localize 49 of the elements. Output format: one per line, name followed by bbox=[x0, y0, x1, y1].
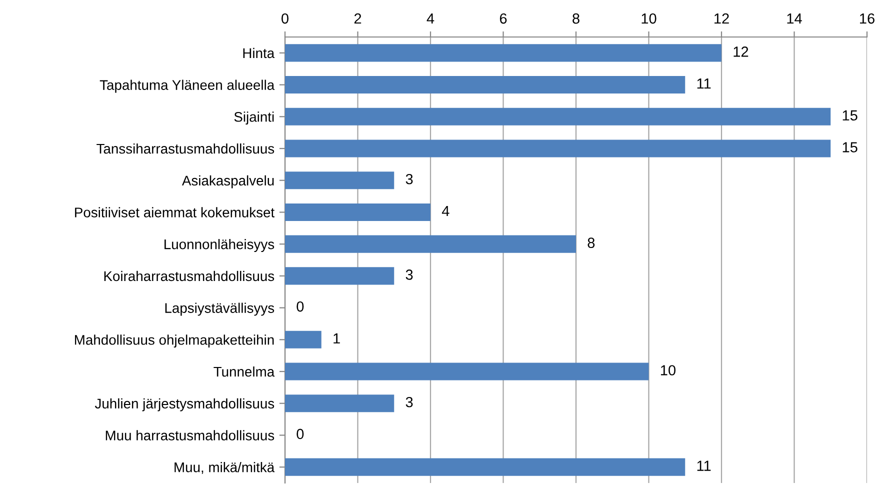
y-tick-label: Juhlien järjestysmahdollisuus bbox=[94, 398, 274, 412]
x-tick-label: 8 bbox=[572, 13, 580, 24]
x-tick-label: 2 bbox=[354, 13, 362, 24]
y-tick-label: Positiiviset aiemmat kokemukset bbox=[75, 207, 274, 218]
data-label: 0 bbox=[296, 428, 304, 440]
y-tick-label: Luonnonläheisyys bbox=[164, 239, 274, 252]
bar bbox=[285, 76, 686, 94]
bar bbox=[285, 458, 686, 476]
y-tick-label: Sijainti bbox=[234, 112, 274, 125]
x-tick-label: 6 bbox=[500, 13, 507, 24]
y-tick-label: Hinta bbox=[243, 48, 275, 58]
data-label: 12 bbox=[734, 46, 748, 57]
x-tick-label: 16 bbox=[860, 13, 874, 24]
bar bbox=[285, 44, 722, 62]
x-tick-label: 10 bbox=[642, 13, 656, 24]
data-label: 3 bbox=[406, 396, 413, 408]
data-label: 3 bbox=[406, 270, 413, 280]
y-tick-label: Lapsiystävällisyys bbox=[165, 302, 274, 316]
y-tick-label: Asiakaspalvelu bbox=[182, 175, 274, 188]
data-label: 11 bbox=[697, 78, 711, 89]
data-label: 0 bbox=[296, 301, 304, 312]
data-label: 11 bbox=[697, 460, 711, 471]
bar bbox=[285, 108, 831, 126]
data-label: 4 bbox=[442, 206, 450, 216]
bar bbox=[285, 203, 430, 221]
x-tick-label: 14 bbox=[787, 14, 802, 24]
y-tick-label: Tapahtuma Yläneen alueella bbox=[100, 80, 275, 93]
data-label: 1 bbox=[334, 333, 340, 344]
data-label: 15 bbox=[842, 142, 858, 152]
bar bbox=[285, 140, 831, 158]
data-label: 10 bbox=[660, 365, 676, 376]
y-tick-label: Tunnelma bbox=[214, 366, 275, 377]
x-tick-label: 12 bbox=[714, 13, 729, 24]
bar bbox=[285, 362, 649, 380]
y-tick-label: Muu, mikä/mitkä bbox=[174, 462, 275, 474]
bar bbox=[285, 394, 394, 412]
data-label: 8 bbox=[588, 238, 595, 248]
bar bbox=[285, 235, 576, 253]
y-tick-label: Mahdollisuus ohjelmapaketteihin bbox=[75, 334, 274, 348]
x-tick-label: 0 bbox=[282, 13, 288, 24]
y-tick-label: Koiraharrastusmahdollisuus bbox=[104, 270, 274, 282]
bar bbox=[285, 267, 394, 285]
data-label: 15 bbox=[842, 110, 858, 121]
y-tick-label: Muu harrastusmahdollisuus bbox=[106, 430, 274, 440]
bar bbox=[285, 330, 322, 348]
y-tick-label: Tanssiharrastusmahdollisuus bbox=[96, 143, 274, 154]
data-label: 3 bbox=[406, 174, 413, 184]
bar bbox=[285, 172, 394, 190]
x-tick-label: 4 bbox=[426, 14, 434, 24]
